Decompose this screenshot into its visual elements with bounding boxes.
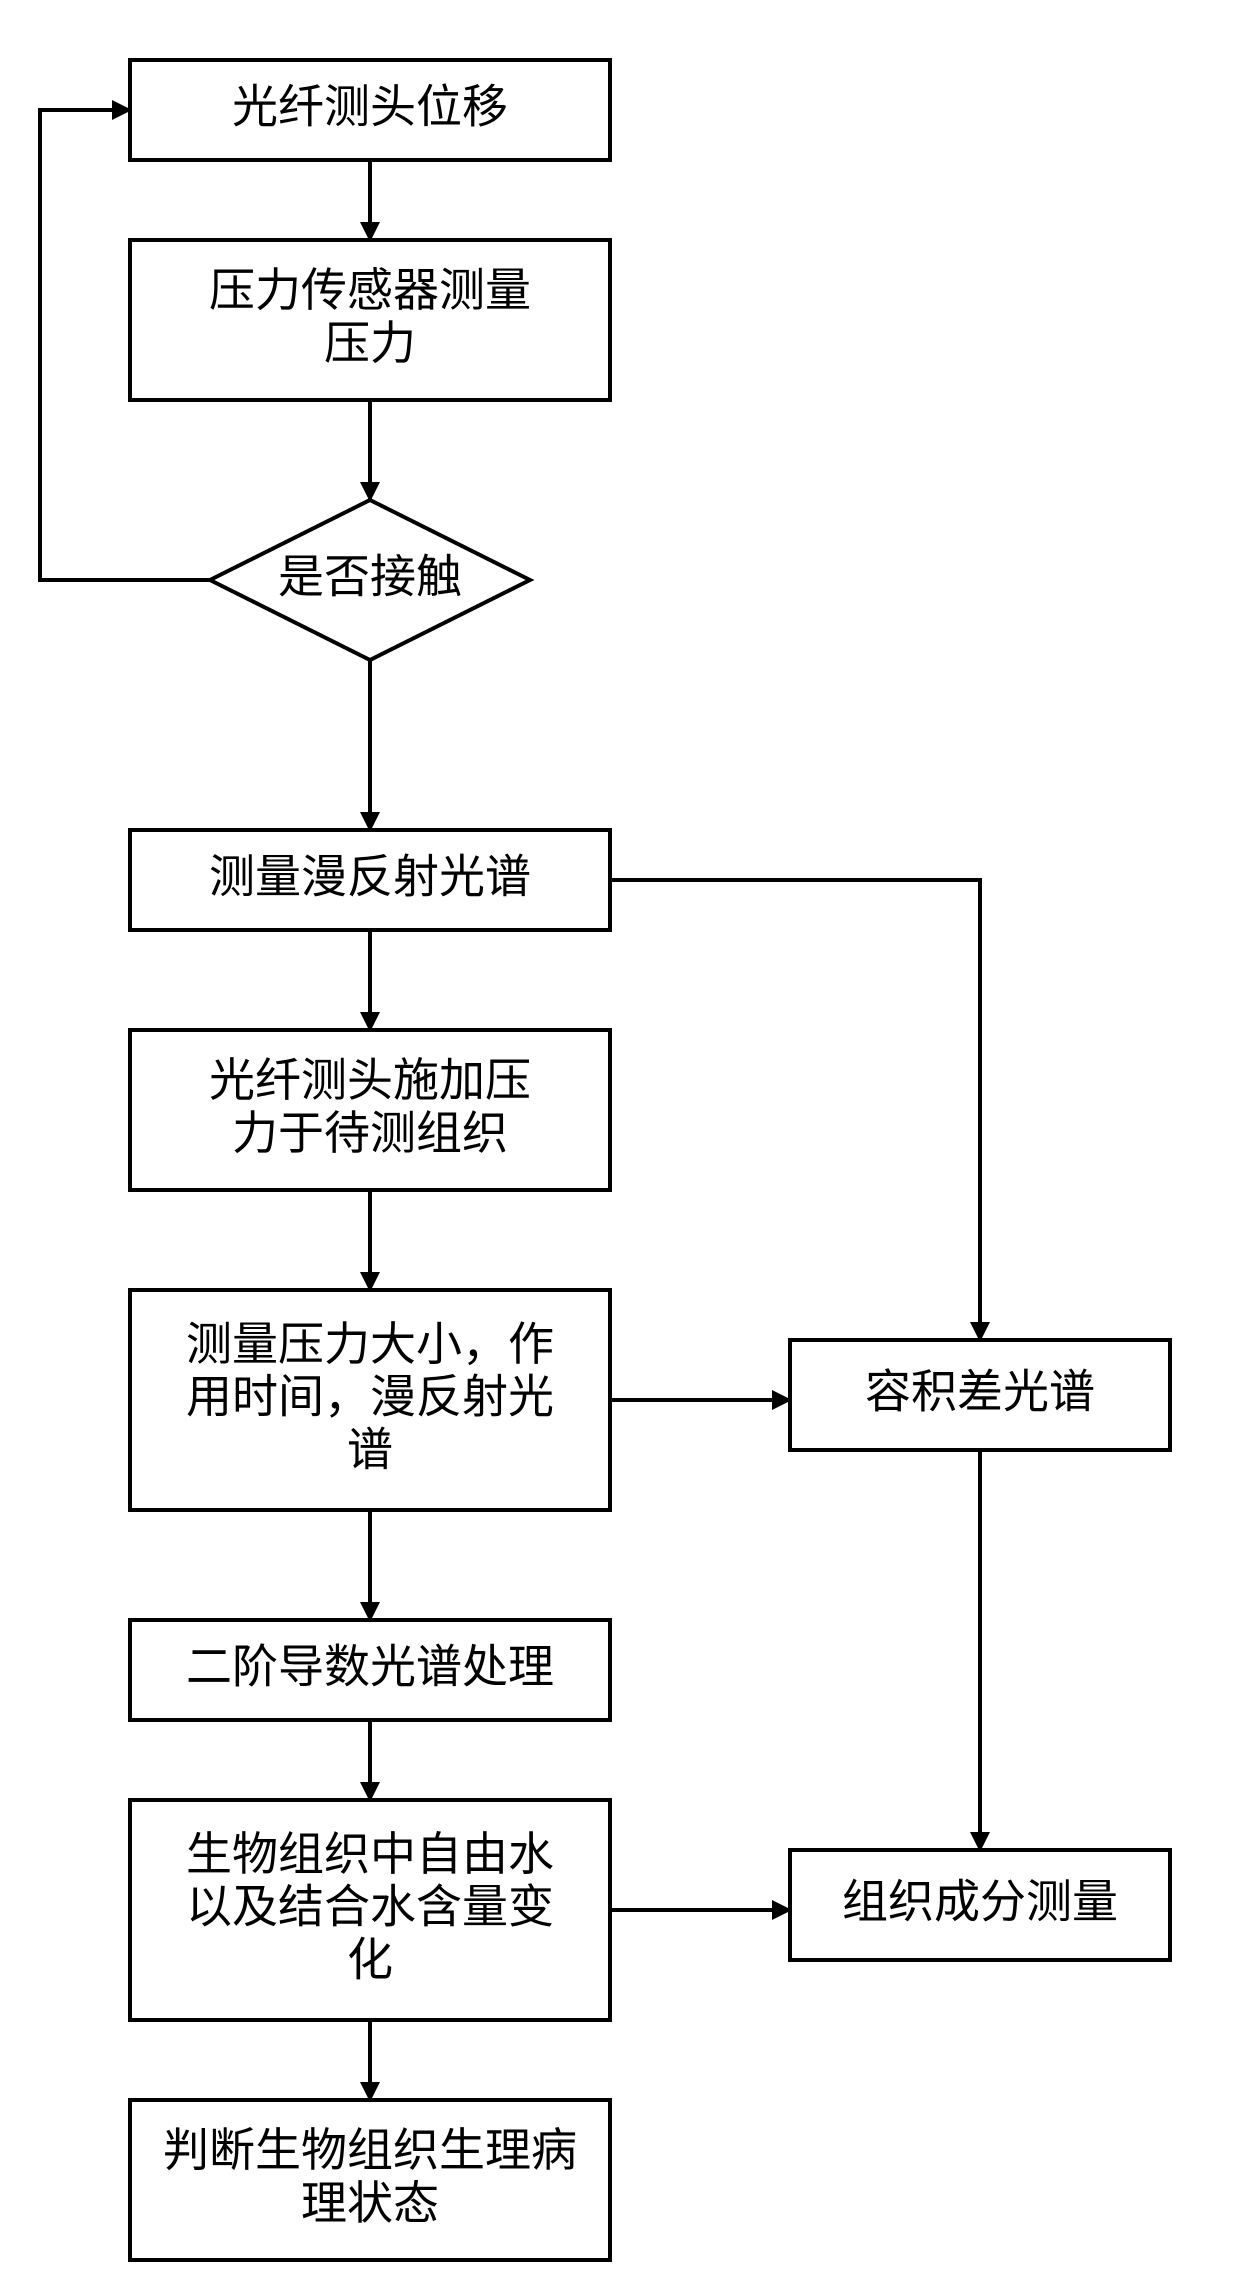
node-label-n10: 容积差光谱	[865, 1366, 1095, 1418]
node-n7: 二阶导数光谱处理	[130, 1620, 610, 1720]
node-label-n5: 光纤测头施加压力于待测组织	[209, 1054, 531, 1159]
node-label-n4: 测量漫反射光谱	[209, 851, 531, 903]
node-n1: 光纤测头位移	[130, 60, 610, 160]
flowchart-canvas: 光纤测头位移压力传感器测量压力是否接触测量漫反射光谱光纤测头施加压力于待测组织测…	[0, 0, 1240, 2286]
node-n11: 组织成分测量	[790, 1850, 1170, 1960]
node-n6: 测量压力大小，作用时间，漫反射光谱	[130, 1290, 610, 1510]
node-n2: 压力传感器测量压力	[130, 240, 610, 400]
node-n8: 生物组织中自由水以及结合水含量变化	[130, 1800, 610, 2020]
node-n4: 测量漫反射光谱	[130, 830, 610, 930]
node-label-n11: 组织成分测量	[842, 1876, 1118, 1928]
node-n5: 光纤测头施加压力于待测组织	[130, 1030, 610, 1190]
node-label-n3: 是否接触	[278, 551, 462, 603]
node-label-n1: 光纤测头位移	[232, 81, 508, 133]
node-n3: 是否接触	[210, 500, 530, 660]
node-n10: 容积差光谱	[790, 1340, 1170, 1450]
edge-e10	[610, 880, 980, 1340]
node-label-n7: 二阶导数光谱处理	[186, 1641, 554, 1693]
node-n9: 判断生物组织生理病理状态	[130, 2100, 610, 2260]
